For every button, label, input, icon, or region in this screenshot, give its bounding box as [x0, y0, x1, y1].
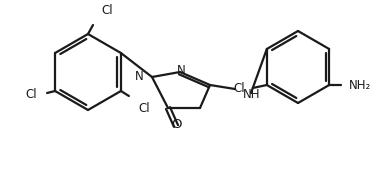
- Text: Cl: Cl: [25, 87, 37, 100]
- Text: Cl: Cl: [138, 102, 149, 115]
- Text: N: N: [177, 64, 185, 77]
- Text: NH: NH: [243, 87, 261, 100]
- Text: N: N: [135, 69, 144, 82]
- Text: Cl: Cl: [101, 4, 113, 17]
- Text: Cl: Cl: [233, 82, 245, 94]
- Text: NH₂: NH₂: [349, 78, 372, 91]
- Text: O: O: [172, 118, 182, 131]
